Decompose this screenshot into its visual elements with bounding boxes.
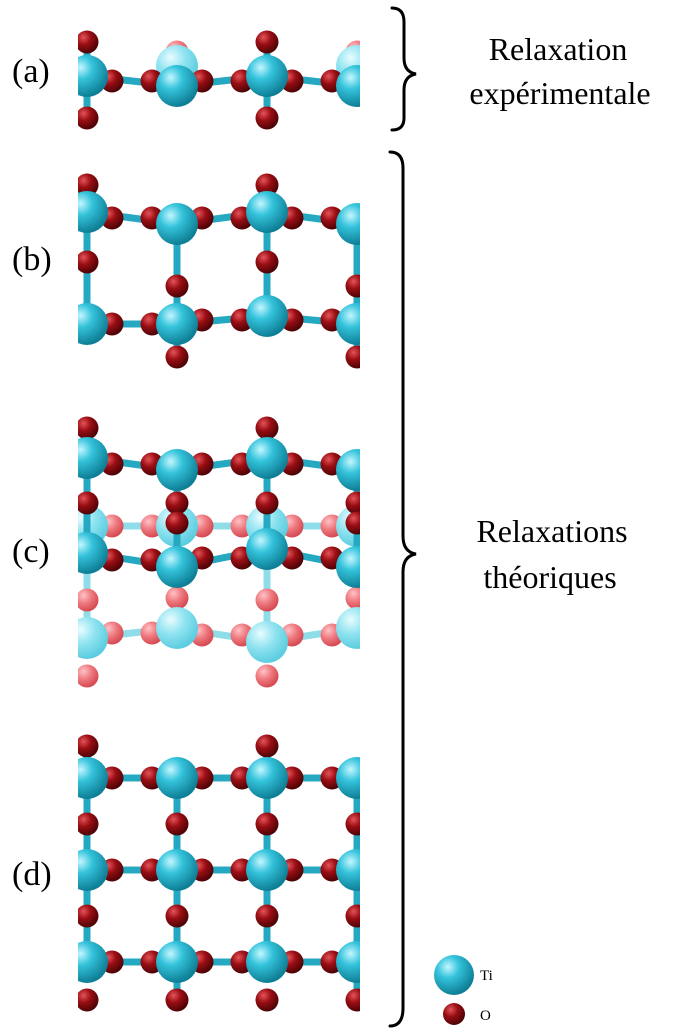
- o-atom: [345, 812, 360, 836]
- ti-atom: [246, 757, 288, 799]
- ti-atom: [336, 203, 360, 245]
- ti-atom: [336, 449, 360, 491]
- o-atom: [345, 904, 360, 928]
- o-atom: [165, 345, 189, 369]
- ti-atom: [156, 203, 198, 245]
- ti-atom: [78, 849, 108, 891]
- brace-theoretical: [388, 150, 417, 1028]
- ti-atom: [78, 757, 108, 799]
- ti-atom: [246, 191, 288, 233]
- panel-b-structure: [78, 173, 360, 369]
- ti-atom: [246, 621, 288, 663]
- o-atom: [78, 664, 99, 688]
- o-atom: [78, 491, 99, 515]
- o-atom: [345, 274, 360, 298]
- ti-atom: [246, 528, 288, 570]
- o-atom: [255, 250, 279, 274]
- o-atom: [78, 812, 99, 836]
- group-label-theoretical-line2: théoriques: [483, 559, 616, 595]
- o-atom: [165, 904, 189, 928]
- ti-atom: [78, 437, 108, 479]
- o-atom: [255, 588, 279, 612]
- o-atom: [78, 734, 99, 758]
- ti-atom: [156, 757, 198, 799]
- ti-atom: [156, 849, 198, 891]
- ti-atom: [156, 607, 198, 649]
- o-atom: [345, 511, 360, 535]
- ti-atom: [336, 849, 360, 891]
- legend-o-label: O: [480, 1008, 491, 1024]
- o-atom: [255, 904, 279, 928]
- o-atom: [255, 106, 279, 130]
- ti-atom: [78, 617, 108, 659]
- ti-atom: [78, 532, 108, 574]
- o-atom: [78, 106, 99, 130]
- brace-experimental: [390, 6, 417, 132]
- legend-o-icon: [443, 1003, 465, 1025]
- group-label-theoretical-line1: Relaxations: [476, 513, 627, 549]
- ti-atom: [246, 55, 288, 97]
- o-atom: [255, 491, 279, 515]
- o-atom: [255, 988, 279, 1012]
- panel-label-c: (c): [12, 533, 50, 570]
- o-atom: [255, 30, 279, 54]
- ti-atom: [246, 849, 288, 891]
- o-atom: [78, 250, 99, 274]
- group-label-experimental-line2: expérimentale: [469, 75, 650, 111]
- o-atom: [165, 511, 189, 535]
- panel-label-b: (b): [12, 241, 52, 278]
- ti-atom: [336, 941, 360, 983]
- o-atom: [255, 664, 279, 688]
- o-atom: [78, 416, 99, 440]
- ti-atom: [336, 607, 360, 649]
- o-atom: [345, 345, 360, 369]
- o-atom: [255, 812, 279, 836]
- o-atom: [165, 491, 189, 515]
- o-atom: [345, 988, 360, 1012]
- ti-atom: [246, 941, 288, 983]
- ti-atom: [156, 941, 198, 983]
- o-atom: [78, 173, 99, 197]
- legend-ti-label: Ti: [480, 968, 493, 984]
- ti-atom: [156, 303, 198, 345]
- ti-atom: [246, 437, 288, 479]
- ti-atom: [156, 449, 198, 491]
- ti-atom: [78, 941, 108, 983]
- panel-d-structure: [78, 734, 360, 1012]
- ti-atom: [78, 55, 108, 97]
- panel-a-structure: [78, 30, 360, 130]
- o-atom: [78, 588, 99, 612]
- o-atom: [255, 734, 279, 758]
- o-atom: [78, 904, 99, 928]
- ti-atom: [336, 65, 360, 107]
- ti-atom: [336, 757, 360, 799]
- o-atom: [165, 586, 189, 610]
- ti-atom: [156, 546, 198, 588]
- o-atom: [165, 274, 189, 298]
- o-atom: [165, 988, 189, 1012]
- o-atom: [78, 988, 99, 1012]
- ti-atom: [336, 546, 360, 588]
- ti-atom: [156, 65, 198, 107]
- o-atom: [345, 586, 360, 610]
- o-atom: [78, 30, 99, 54]
- panel-label-d: (d): [12, 856, 52, 893]
- panel-label-a: (a): [12, 53, 50, 90]
- o-atom: [255, 416, 279, 440]
- o-atom: [345, 491, 360, 515]
- o-atom: [255, 173, 279, 197]
- panel-c-structure: [78, 416, 360, 688]
- ti-atom: [78, 191, 108, 233]
- group-label-experimental-line1: Relaxation: [489, 31, 628, 67]
- ti-atom: [78, 303, 108, 345]
- ti-atom: [336, 303, 360, 345]
- ti-atom: [246, 295, 288, 337]
- legend-ti-icon: [434, 955, 474, 995]
- o-atom: [165, 812, 189, 836]
